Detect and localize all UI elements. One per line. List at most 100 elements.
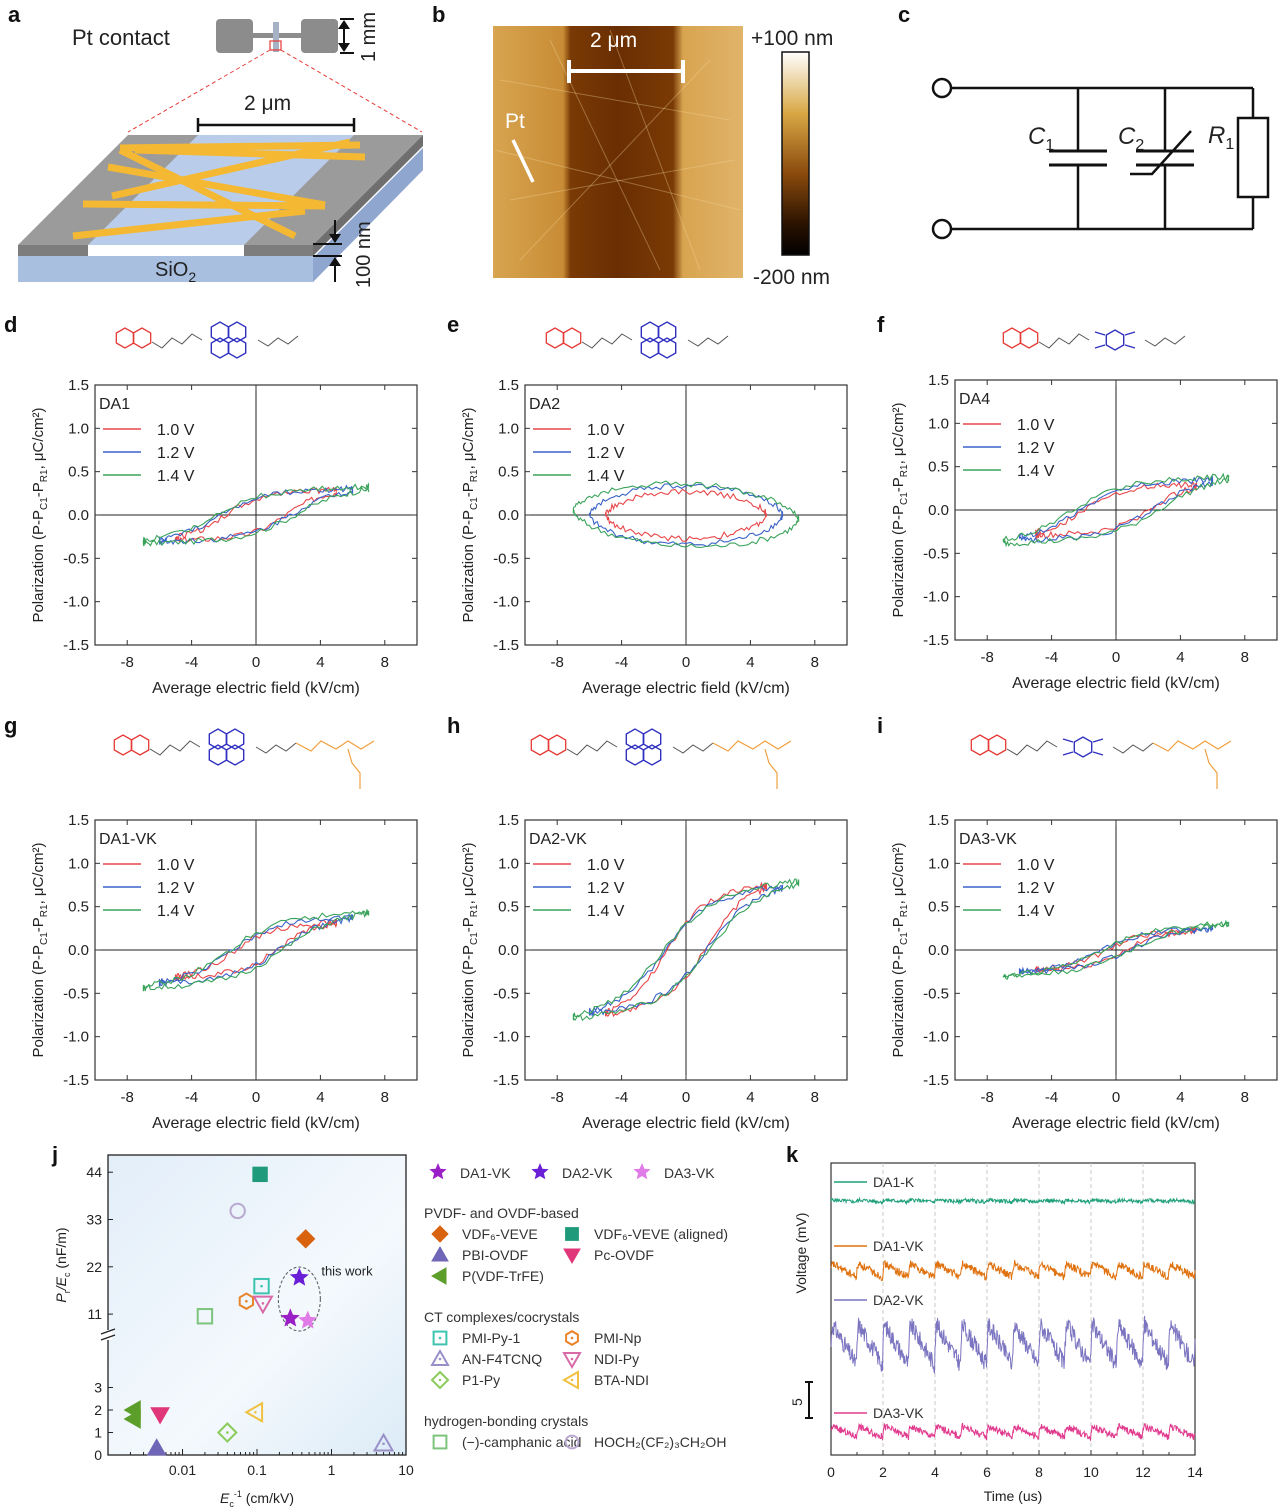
legend-label: NDI-Py	[594, 1351, 639, 1367]
trace-DA1-VK	[830, 1259, 1196, 1282]
donor-naphthalene	[1002, 327, 1039, 349]
legend-label: 1.4 V	[157, 468, 195, 485]
x-axis-label: Average electric field (kV/cm)	[1012, 1115, 1220, 1132]
legend-label: P(VDF-TrFE)	[462, 1268, 544, 1284]
afm-map	[493, 26, 743, 278]
y-tick-label: 0.5	[68, 464, 89, 481]
legend-title: DA2-VK	[529, 831, 587, 848]
acid-chain	[257, 335, 299, 347]
legend-label: VDF₆-VEVE	[462, 1226, 538, 1242]
panel-label-a: a	[8, 2, 21, 27]
y-axis-label: Polarization (P-PC1-PR1, μC/cm²)	[890, 842, 910, 1057]
panel-label-f: f	[877, 312, 885, 337]
y-tick-label: 11	[87, 1306, 102, 1322]
y-tick-label: -1.0	[63, 1029, 89, 1046]
x-tick-label: 0	[252, 654, 260, 671]
legend-label: DA3-VK	[664, 1165, 715, 1181]
axis-break-gap	[104, 1330, 112, 1340]
x-tick-label: 8	[1241, 649, 1249, 666]
legend-marker	[564, 1434, 580, 1450]
x-tick-label: -8	[981, 649, 994, 666]
x-tick-label: 0	[252, 1089, 260, 1106]
y-tick-label: 1.0	[928, 415, 949, 432]
legend-label: 1.0 V	[157, 857, 195, 874]
legend-label: 1.0 V	[157, 422, 195, 439]
x-tick-label: 4	[931, 1464, 939, 1480]
panel-label-c: c	[898, 2, 911, 27]
legend-title: DA2	[529, 396, 560, 413]
legend-label: 1.2 V	[157, 445, 195, 462]
pe-loop-14V	[572, 480, 800, 549]
x-tick-label: -8	[551, 1089, 564, 1106]
point--camphanic-acid	[196, 1308, 214, 1325]
legend-marker-dot	[438, 1357, 442, 1361]
pt-contact-label: Pt contact	[72, 25, 170, 50]
x-tick-label: 12	[1135, 1464, 1151, 1480]
x-axis-label: Average electric field (kV/cm)	[582, 680, 790, 697]
pe-loop-14V	[1002, 472, 1230, 548]
x-tick-label: 0	[682, 1089, 690, 1106]
panel-label-g: g	[4, 713, 18, 738]
legend-marker	[563, 1248, 581, 1265]
point-DA2-VK	[289, 1267, 309, 1286]
y-tick-label: 44	[86, 1164, 102, 1180]
donor-naphthalene	[970, 734, 1007, 756]
linker	[1006, 740, 1058, 756]
x-tick-label: 14	[1187, 1464, 1203, 1480]
c2-label: C2	[1118, 123, 1144, 154]
y-tick-label: -1.5	[63, 1072, 89, 1089]
legend-label: 1.4 V	[587, 903, 625, 920]
x-tick-label: 8	[1035, 1464, 1043, 1480]
x-tick-label: 6	[983, 1464, 991, 1480]
scale-2um-label: 2 μm	[244, 92, 291, 115]
legend-title: DA1	[99, 396, 130, 413]
pe-loop-chart-f: -8 -4 0 4 8 1.5 1.0 0.5 0.0 -0.5 -1.0 -1.5 Average e…	[890, 372, 1278, 692]
donor-naphthalene	[115, 327, 152, 349]
r1-label: R1	[1208, 122, 1234, 153]
legend-label: 1.0 V	[1017, 857, 1055, 874]
colorbar-max: +100 nm	[751, 27, 833, 50]
y-tick-label: 1.0	[68, 855, 89, 872]
legend-label: BTA-NDI	[594, 1372, 649, 1388]
peptide-vk	[295, 740, 375, 752]
acceptor-ndi-core	[210, 321, 247, 359]
x-tick-label: 8	[811, 654, 819, 671]
legend-title: DA3-VK	[959, 831, 1017, 848]
x-axis-label: Time (us)	[984, 1488, 1043, 1504]
pe-loop-chart-d: -8 -4 0 4 8 1.5 1.0 0.5 0.0 -0.5 -1.0 -1.5 Average e…	[30, 377, 418, 697]
y-tick-label: -1.0	[923, 589, 949, 606]
pe-loop-10V	[604, 488, 768, 542]
x-tick-label: -4	[185, 654, 198, 671]
y-tick-label: -0.5	[63, 550, 89, 567]
lysine-sidechain	[1204, 748, 1218, 789]
scale-1mm: 1 mm	[338, 12, 380, 62]
y-tick-label: 1	[94, 1425, 102, 1441]
pe-loop-chart-g: -8 -4 0 4 8 1.5 1.0 0.5 0.0 -0.5 -1.0 -1.5 Average e…	[30, 812, 418, 1132]
panel-label-j: j	[52, 1142, 59, 1167]
panel-label-h: h	[447, 713, 461, 738]
trace-DA1-K	[830, 1196, 1196, 1206]
legend-label: DA1-VK	[460, 1165, 511, 1181]
panel-label-i: i	[877, 713, 884, 738]
colorbar-min: -200 nm	[753, 266, 830, 289]
point-PMI-Np-dot	[245, 1299, 248, 1303]
x-tick-label: 0	[1112, 649, 1120, 666]
y-tick-label: 1.5	[68, 812, 89, 829]
x-tick-label: 0.01	[169, 1462, 196, 1478]
linker	[151, 333, 203, 349]
y-axis-label: Polarization (P-PC1-PR1, μC/cm²)	[460, 407, 480, 622]
y-tick-label: -0.5	[923, 545, 949, 562]
y-tick-label: -0.5	[63, 985, 89, 1002]
pe-loop-12V	[588, 884, 784, 1018]
y-tick-label: -1.5	[923, 632, 949, 649]
molecule-structure	[1002, 327, 1186, 351]
molecule-structure	[115, 321, 299, 359]
legend-marker-dot	[570, 1378, 574, 1382]
panel-label-e: e	[447, 312, 460, 337]
y-tick-label: 1.0	[928, 855, 949, 872]
pe-loop-14V	[142, 909, 370, 992]
x-tick-label: 4	[746, 1089, 754, 1106]
pe-loop-14V	[142, 482, 370, 547]
pe-loop-chart-i: -8 -4 0 4 8 1.5 1.0 0.5 0.0 -0.5 -1.0 -1.5 Average e…	[890, 812, 1278, 1132]
x-axis-label: Ec-1 (cm/kV)	[220, 1489, 294, 1509]
